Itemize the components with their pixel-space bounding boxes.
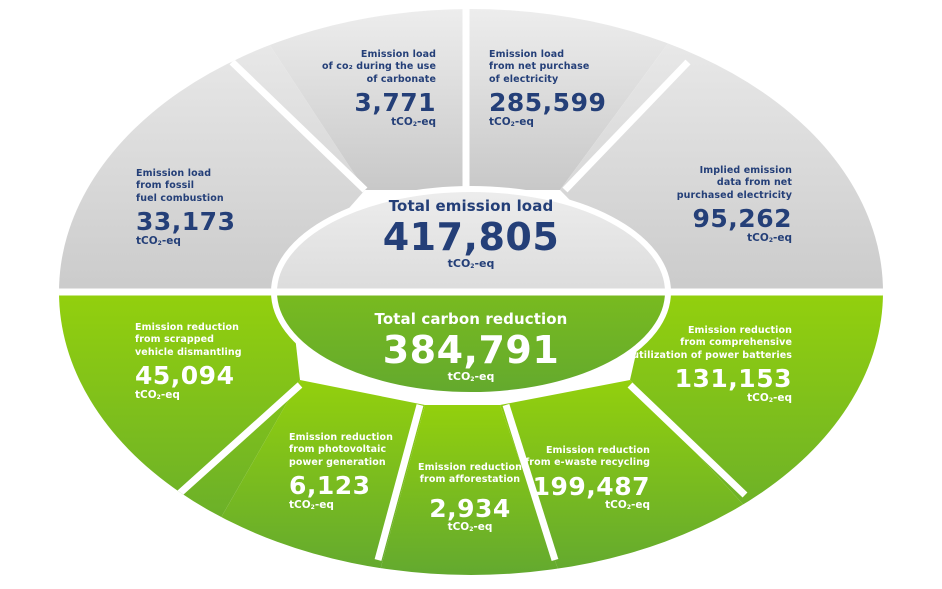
caption: Emission load of co₂ during the use of c…	[322, 49, 436, 85]
sector-afforestation	[375, 405, 565, 575]
caption: Emission reduction from e-waste recyclin…	[525, 445, 650, 469]
label-scrapped-vehicle: Emission reduction from scrapped vehicle…	[135, 322, 242, 401]
unit: tCO2-eq	[747, 391, 792, 404]
unit: tCO2-eq	[447, 370, 495, 384]
value: 2,934	[429, 493, 511, 523]
total-reduction-value: 384,791	[382, 327, 560, 372]
value: 199,487	[532, 471, 650, 501]
unit: tCO2-eq	[605, 499, 650, 512]
sector-net-purchase	[466, 9, 700, 190]
label-e-waste: Emission reduction from e-waste recyclin…	[525, 445, 650, 512]
caption: Emission load from net purchase of elect…	[489, 49, 590, 85]
value: 6,123	[289, 471, 371, 501]
label-carbonate: Emission load of co₂ during the use of c…	[322, 49, 436, 128]
total-reduction-title: Total carbon reduction	[374, 310, 568, 328]
unit: tCO2-eq	[135, 388, 180, 401]
unit: tCO2-eq	[489, 115, 534, 128]
label-total-reduction: Total carbon reduction 384,791 tCO2-eq	[321, 310, 621, 384]
value: 45,094	[135, 361, 235, 391]
label-total-emission: Total emission load 417,805 tCO2-eq	[321, 197, 621, 271]
label-net-purchase: Emission load from net purchase of elect…	[489, 49, 606, 128]
total-emission-title: Total emission load	[388, 197, 554, 215]
total-emission-value: 417,805	[382, 214, 560, 259]
caption: Emission reduction from afforestation	[417, 462, 523, 486]
unit: tCO2-eq	[747, 231, 792, 244]
unit: tCO2-eq	[136, 234, 181, 247]
label-fossil-fuel: Emission load from fossil fuel combustio…	[136, 168, 235, 247]
value: 95,262	[692, 204, 792, 234]
label-implied-emission: Implied emission data from net purchased…	[677, 165, 792, 244]
unit: tCO2-eq	[391, 115, 436, 128]
caption: Emission load from fossil fuel combustio…	[136, 168, 224, 204]
sector-carbonate	[240, 9, 466, 190]
caption: Emission reduction from scrapped vehicle…	[135, 322, 242, 358]
label-power-batteries: Emission reduction from comprehensive ut…	[632, 325, 792, 404]
unit: tCO2-eq	[447, 521, 493, 534]
value: 33,173	[136, 207, 236, 237]
label-photovoltaic: Emission reduction from photovoltaic pow…	[289, 432, 393, 511]
value: 285,599	[489, 88, 607, 118]
unit: tCO2-eq	[447, 257, 495, 271]
center-ellipse	[271, 186, 671, 398]
label-afforestation: Emission reduction from afforestation 2,…	[406, 462, 534, 534]
caption: Implied emission data from net purchased…	[676, 165, 792, 201]
caption: Emission reduction from photovoltaic pow…	[289, 432, 394, 468]
unit: tCO2-eq	[289, 498, 334, 511]
value: 131,153	[674, 364, 792, 394]
value: 3,771	[354, 88, 436, 118]
caption: Emission reduction from comprehensive ut…	[632, 325, 792, 361]
